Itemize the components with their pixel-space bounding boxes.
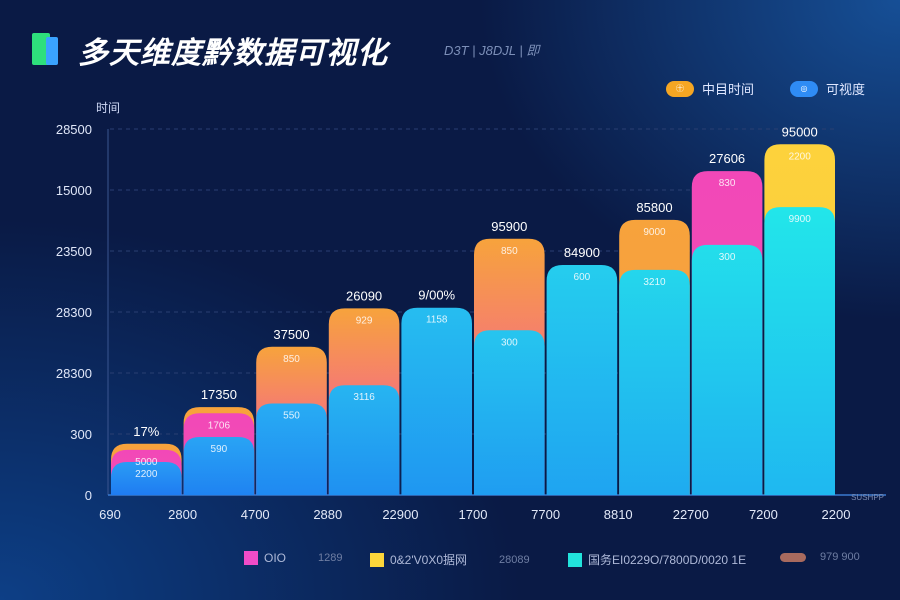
bar-segment-blue[interactable] [256,403,327,496]
legend-label: OIO [264,551,287,565]
bar-segment-blue[interactable] [474,330,545,495]
segment-value-label: 300 [719,252,736,263]
x-tick-label: 22700 [673,507,709,522]
bottom-legend-item[interactable]: 0&2'V0X0据网 28089 [370,551,530,568]
segment-value-label: 1706 [208,420,231,431]
x-axis-end-label: SUSHPP [851,493,884,502]
segment-value-label: 2200 [789,151,812,162]
bar-logo-icon [32,33,58,65]
bar-segment-blue[interactable] [328,385,400,495]
y-tick-label: 23500 [56,244,92,259]
x-tick-label: 22900 [382,507,418,522]
segment-value-label: 1158 [426,315,448,326]
x-tick-label: 7200 [749,507,778,522]
y-tick-label: 28300 [56,305,92,320]
bar-total-label: 95000 [782,124,818,139]
y-tick-label: 28500 [56,122,92,137]
legend-label: 979 900 [820,551,860,563]
x-tick-label: 4700 [241,507,270,522]
x-tick-label: 690 [99,507,121,522]
bar-total-label: 84900 [564,245,600,260]
x-tick-label: 7700 [531,507,560,522]
segment-value-label: 550 [283,411,300,422]
legend-item-time[interactable]: ㊉ 中目时间 [666,79,754,98]
legend-swatch [370,552,384,567]
segment-value-label: 300 [501,337,518,348]
x-tick-label: 8810 [604,507,633,522]
x-tick-label: 2200 [822,507,851,522]
bar-total-label: 95900 [491,219,527,234]
bar-total-label: 9/00% [418,288,455,303]
legend-swatch [568,552,582,567]
x-tick-label: 2880 [313,507,342,522]
segment-value-label: 9900 [789,214,812,225]
segment-value-label: 2200 [135,469,158,480]
segment-value-label: 600 [574,272,591,283]
legend-swatch [780,552,806,562]
legend-value: 28089 [499,553,530,566]
bar-segment-blue[interactable] [183,437,255,495]
y-tick-label: 28300 [56,366,92,381]
page-title: 多天维度黔数据可视化 [78,37,388,70]
bar-segment-blue[interactable] [111,462,182,495]
segment-value-label: 850 [501,246,518,257]
y-tick-label: 0 [85,488,92,503]
bar-total-label: 26090 [346,288,382,303]
segment-value-label: 929 [356,315,373,326]
bar-total-label: 37500 [273,327,309,342]
legend-item-visibility[interactable]: ◎ 可视度 [790,79,865,98]
legend-label: 可视度 [826,82,866,97]
bottom-legend-item[interactable]: OIO 1289 [244,551,343,565]
page-subtitle: D3T | J8DJL | 即 [444,43,540,58]
y-tick-label: 300 [70,427,92,442]
eye-badge-icon: ◎ [790,80,818,97]
segment-value-label: 3210 [643,277,666,288]
bar-total-label: 85800 [636,200,672,215]
bottom-legend-item[interactable]: 国务EI0229O/7800D/0020 1E [568,551,746,568]
segment-value-label: 850 [283,354,300,365]
segment-value-label: 3116 [353,392,375,403]
bar-segment-blue[interactable] [764,207,835,495]
bar-total-label: 27606 [709,151,745,166]
bar-total-label: 17% [133,424,159,439]
segment-value-label: 9000 [643,227,666,238]
y-tick-label: 15000 [56,183,92,198]
y-axis-title: 时间 [96,101,121,115]
legend-label: 中目时间 [702,82,755,97]
segment-value-label: 830 [719,178,736,189]
legend-value: 1289 [318,552,343,564]
legend-label: 国务EI0229O/7800D/0020 1E [588,553,747,567]
bar-segment-blue[interactable] [691,244,763,495]
clock-badge-icon: ㊉ [666,80,694,97]
bottom-legend-item[interactable]: 979 900 [780,551,860,563]
x-tick-label: 1700 [459,507,488,522]
bar-total-label: 17350 [201,387,237,402]
legend-swatch [244,551,258,565]
segment-value-label: 590 [211,444,228,455]
bar-segment-blue[interactable] [546,265,618,495]
segment-value-label: 5000 [135,457,158,468]
bar-segment-blue[interactable] [401,307,472,495]
bar-segment-blue[interactable] [619,269,690,495]
x-tick-label: 2800 [168,507,197,522]
legend-label: 0&2'V0X0据网 [390,553,467,567]
